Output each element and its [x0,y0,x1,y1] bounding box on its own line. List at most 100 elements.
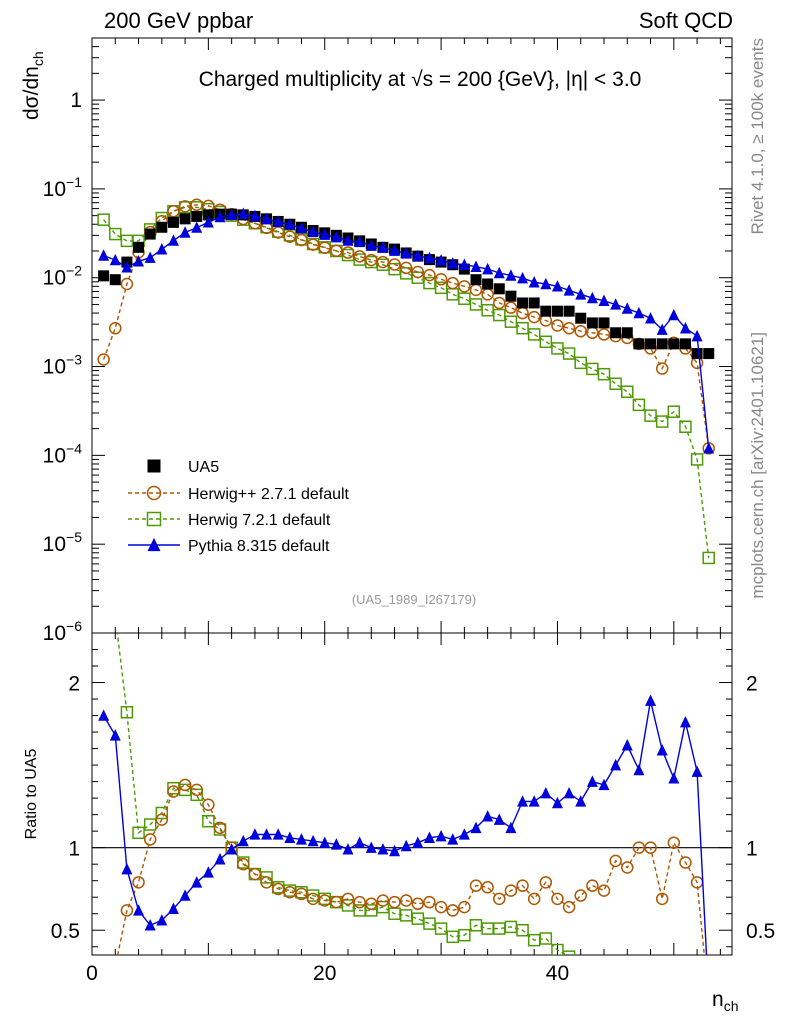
data-point-herwigpp [353,250,366,263]
data-point-pythia [621,302,633,314]
ratio-point-pythia [237,834,249,847]
ratio-point-pythia [202,866,214,878]
ratio-point-herwigpp [237,857,250,871]
data-point-pythia [458,258,470,270]
data-point-ua5 [109,274,121,286]
ratio-point-pythia [470,821,482,834]
legend-item-herwigpp: Herwig++ 2.7.1 default [128,485,350,503]
data-point-ua5 [191,210,203,222]
ratio-point-pythia [295,833,307,845]
ratio-point-herwig7 [423,917,436,930]
legend-label-pythia: Pythia 8.315 default [188,538,330,555]
ratio-point-pythia [668,772,680,784]
data-point-herwigpp [574,324,587,338]
data-point-pythia [540,277,552,290]
ratio-point-pythia [342,843,354,855]
y-label-main: dσ/dn [20,66,43,120]
legend-marker-herwig7 [146,511,162,527]
ratio-point-herwigpp [516,879,529,892]
data-point-pythia [133,255,145,267]
ratio-point-herwigpp [551,892,564,906]
ratio-point-pythia [109,729,121,741]
data-point-ua5 [144,228,156,240]
ratio-point-herwigpp [143,833,157,846]
data-point-ua5 [167,216,179,228]
data-point-herwigpp [423,268,436,282]
ratio-point-pythia [575,795,587,807]
data-point-pythia [261,212,273,225]
data-point-herwigpp [655,362,669,375]
x-label-sub: ch [724,998,739,1014]
ratio-point-herwigpp [504,884,518,897]
data-point-pythia [517,271,529,284]
data-point-ua5 [668,338,680,350]
data-point-pythia [144,251,156,263]
data-point-herwigpp [271,226,285,239]
data-point-pythia [365,239,377,251]
ratio-point-pythia [191,876,203,888]
ratio-point-herwigpp [434,900,448,914]
ratio-point-pythia [435,829,447,842]
ratio-point-herwigpp [167,785,180,798]
legend-label-ua5: UA5 [188,459,219,476]
series-line-herwig7 [103,206,710,558]
x-label-main: n [712,988,724,1011]
ratio-point-herwig7 [202,814,215,828]
data-point-pythia [98,249,110,261]
data-point-herwigpp [446,276,459,290]
ratio-point-herwig7 [610,964,621,975]
data-point-ua5 [645,338,657,350]
legend-label-herwigpp: Herwig++ 2.7.1 default [188,486,350,503]
data-point-herwigpp [330,244,343,258]
data-point-pythia [423,251,435,264]
data-point-ua5 [540,305,552,317]
ratio-point-pythia [517,795,529,807]
data-point-herwigpp [318,241,331,254]
ratio-point-herwig7 [155,806,169,820]
y-tick-label: 10−6 [43,618,83,645]
ratio-point-herwigpp [155,813,169,826]
data-point-pythia [633,306,645,319]
data-point-herwigpp [365,253,378,267]
data-point-ua5 [633,338,645,350]
data-point-pythia [447,257,459,269]
y-tick-label: 10−3 [43,352,83,379]
y-tick-label: 10−2 [43,263,83,290]
header-left: 200 GeV ppbar [104,8,253,33]
data-point-ua5 [482,278,494,290]
ratio-point-pythia [365,841,377,853]
header-right: Soft QCD [639,8,733,33]
data-point-herwig7 [97,213,110,226]
ratio-point-herwigpp [190,783,203,797]
ratio-point-herwig7 [120,706,134,719]
data-point-ua5 [563,305,575,317]
data-point-herwig7 [679,420,692,433]
data-point-herwigpp [562,321,576,335]
ratio-point-herwigpp [562,900,576,914]
data-point-pythia [237,207,249,219]
ratio-point-herwigpp [644,841,657,854]
y-tick-label: 10−5 [43,529,83,556]
ratio-point-herwigpp [609,854,622,868]
main-series-layer [97,198,715,565]
ratio-point-herwigpp [586,879,599,892]
data-point-ua5 [598,317,610,329]
data-point-ua5 [679,338,691,350]
data-point-ua5 [656,338,668,350]
data-point-pythia [703,442,715,454]
data-point-herwig7 [527,328,541,341]
ratio-tick-label-right: 0.5 [746,920,775,943]
data-point-pythia [226,208,238,221]
data-point-herwigpp [306,238,320,251]
ratio-series-herwigpp [116,778,705,955]
data-point-herwig7 [655,415,669,428]
data-point-pythia [691,329,703,342]
data-point-herwigpp [178,200,192,213]
ratio-point-herwigpp [178,778,192,792]
y-tick-label: 10−4 [43,440,83,467]
data-point-herwig7 [562,347,576,360]
data-point-herwigpp [388,258,401,271]
ratio-point-pythia [133,904,145,916]
data-point-herwigpp [458,280,471,293]
